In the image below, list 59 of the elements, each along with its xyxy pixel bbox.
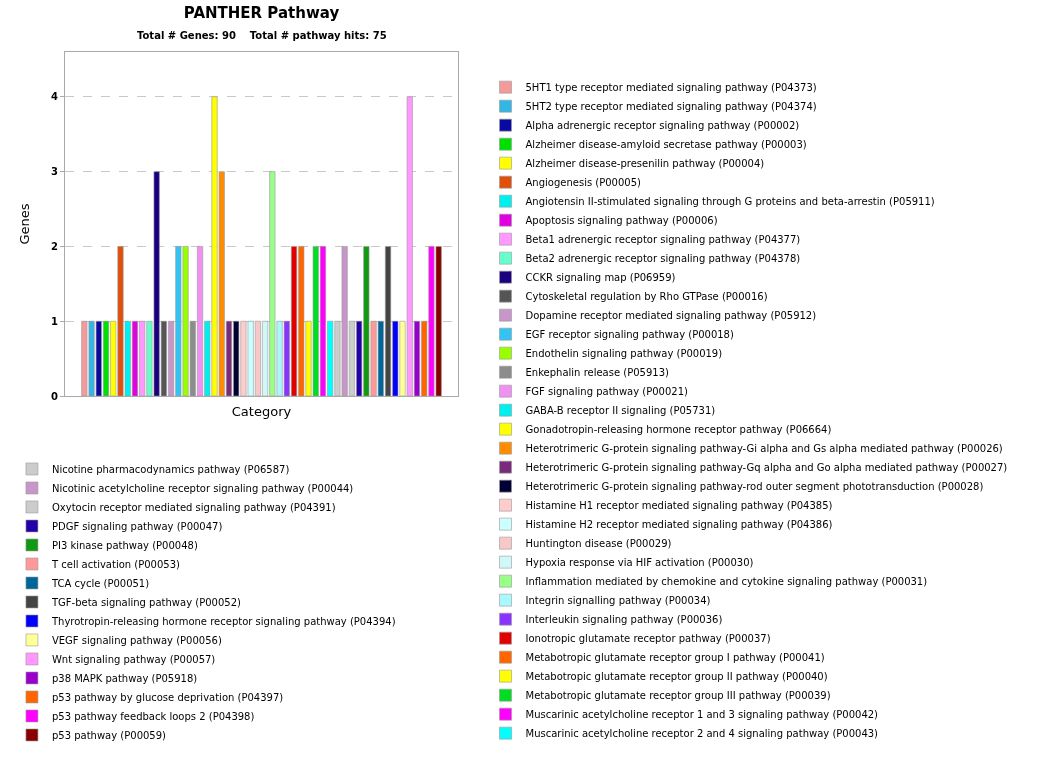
x-axis-title: Category xyxy=(231,403,292,419)
legend-label: Alpha adrenergic receptor signaling pathway (P00002) xyxy=(525,120,800,132)
legend-label: EGF receptor signaling pathway (P00018) xyxy=(525,329,734,341)
legend-label: PDGF signaling pathway (P00047) xyxy=(51,520,223,532)
legend-label: Thyrotropin-releasing hormone receptor signaling pathway (P04394) xyxy=(50,615,396,627)
legend-label: Angiotensin II-stimulated signaling through G proteins and beta-arrestin (P05911) xyxy=(525,196,935,208)
legend-label: Nicotinic acetylcholine receptor signaling pathway (P00044) xyxy=(51,482,354,494)
legend-label: T cell activation (P00053) xyxy=(50,558,181,570)
y-tick-label: 4 xyxy=(51,91,59,103)
legend-label: Apoptosis signaling pathway (P00006) xyxy=(525,215,718,227)
legend-label: Nicotine pharmacodynamics pathway (P06587) xyxy=(51,463,290,475)
y-tick-label: 0 xyxy=(51,390,59,402)
legend-label: Angiogenesis (P00005) xyxy=(525,177,642,189)
legend-label: 5HT2 type receptor mediated signaling pathway (P04374) xyxy=(525,101,817,113)
legend-label: Muscarinic acetylcholine receptor 2 and 4 signaling pathway (P00043) xyxy=(525,728,879,740)
legend-label: Histamine H1 receptor mediated signaling pathway (P04385) xyxy=(525,500,833,512)
legend-label: Interleukin signaling pathway (P00036) xyxy=(525,614,723,626)
legend-label: Muscarinic acetylcholine receptor 1 and 3 signaling pathway (P00042) xyxy=(525,709,879,721)
legend-label: CCKR signaling map (P06959) xyxy=(525,272,676,284)
legend-label: Metabotropic glutamate receptor group II pathway (P00040) xyxy=(525,671,828,683)
y-tick-label: 2 xyxy=(51,240,59,252)
legend-label: Cytoskeletal regulation by Rho GTPase (P00016) xyxy=(525,291,768,303)
legend-label: Hypoxia response via HIF activation (P00030) xyxy=(525,557,754,569)
legend-label: Heterotrimeric G-protein signaling pathway-Gq alpha and Go alpha mediated pathway (P00027) xyxy=(525,462,1008,474)
legend-label: PI3 kinase pathway (P00048) xyxy=(51,539,198,551)
legend-label: Alzheimer disease-presenilin pathway (P00004) xyxy=(525,158,765,170)
legend-label: Ionotropic glutamate receptor pathway (P00037) xyxy=(525,633,771,645)
legend-label: Dopamine receptor mediated signaling pathway (P05912) xyxy=(525,310,817,322)
legend-label: Enkephalin release (P05913) xyxy=(525,367,670,379)
legend-label: Alzheimer disease-amyloid secretase pathway (P00003) xyxy=(525,139,807,151)
legend-label: p53 pathway feedback loops 2 (P04398) xyxy=(51,710,255,722)
y-tick-label: 1 xyxy=(51,315,59,327)
legend-label: Wnt signaling pathway (P00057) xyxy=(51,653,216,665)
legend-label: Heterotrimeric G-protein signaling pathway-Gi alpha and Gs alpha mediated pathway (P00026) xyxy=(525,443,1003,455)
legend-label: FGF signaling pathway (P00021) xyxy=(525,386,689,398)
legend-label: Endothelin signaling pathway (P00019) xyxy=(525,348,723,360)
legend-label: Metabotropic glutamate receptor group III pathway (P00039) xyxy=(525,690,831,702)
legend-label: Heterotrimeric G-protein signaling pathway-rod outer segment phototransduction (P00028) xyxy=(525,481,984,493)
legend-label: Metabotropic glutamate receptor group I pathway (P00041) xyxy=(525,652,825,664)
legend-label: p53 pathway by glucose deprivation (P04397) xyxy=(51,691,284,703)
legend-label: Oxytocin receptor mediated signaling pathway (P04391) xyxy=(51,501,336,513)
legend-label: VEGF signaling pathway (P00056) xyxy=(51,634,222,646)
legend-label: Inflammation mediated by chemokine and cytokine signaling pathway (P00031) xyxy=(525,576,928,588)
y-axis-title: Genes xyxy=(17,203,32,245)
legend-label: p38 MAPK pathway (P05918) xyxy=(51,672,198,684)
legend-label: TCA cycle (P00051) xyxy=(50,577,150,589)
legend-label: Gonadotropin-releasing hormone receptor pathway (P06664) xyxy=(525,424,832,436)
legend-label: Beta2 adrenergic receptor signaling pathway (P04378) xyxy=(525,253,801,265)
legend-label: Beta1 adrenergic receptor signaling pathway (P04377) xyxy=(525,234,801,246)
chart-title: PANTHER Pathway xyxy=(183,4,340,23)
legend-label: Huntington disease (P00029) xyxy=(525,538,672,550)
legend-label: TGF-beta signaling pathway (P00052) xyxy=(50,596,241,608)
legend-label: 5HT1 type receptor mediated signaling pathway (P04373) xyxy=(525,82,817,94)
legend-label: Integrin signalling pathway (P00034) xyxy=(525,595,711,607)
y-tick-label: 3 xyxy=(51,166,59,178)
legend-label: Histamine H2 receptor mediated signaling pathway (P04386) xyxy=(525,519,833,531)
legend-label: p53 pathway (P00059) xyxy=(51,729,167,741)
legend-label: GABA-B receptor II signaling (P05731) xyxy=(525,405,716,417)
chart-subtitle: Total # Genes: 90 Total # pathway hits: 75 xyxy=(137,30,387,41)
